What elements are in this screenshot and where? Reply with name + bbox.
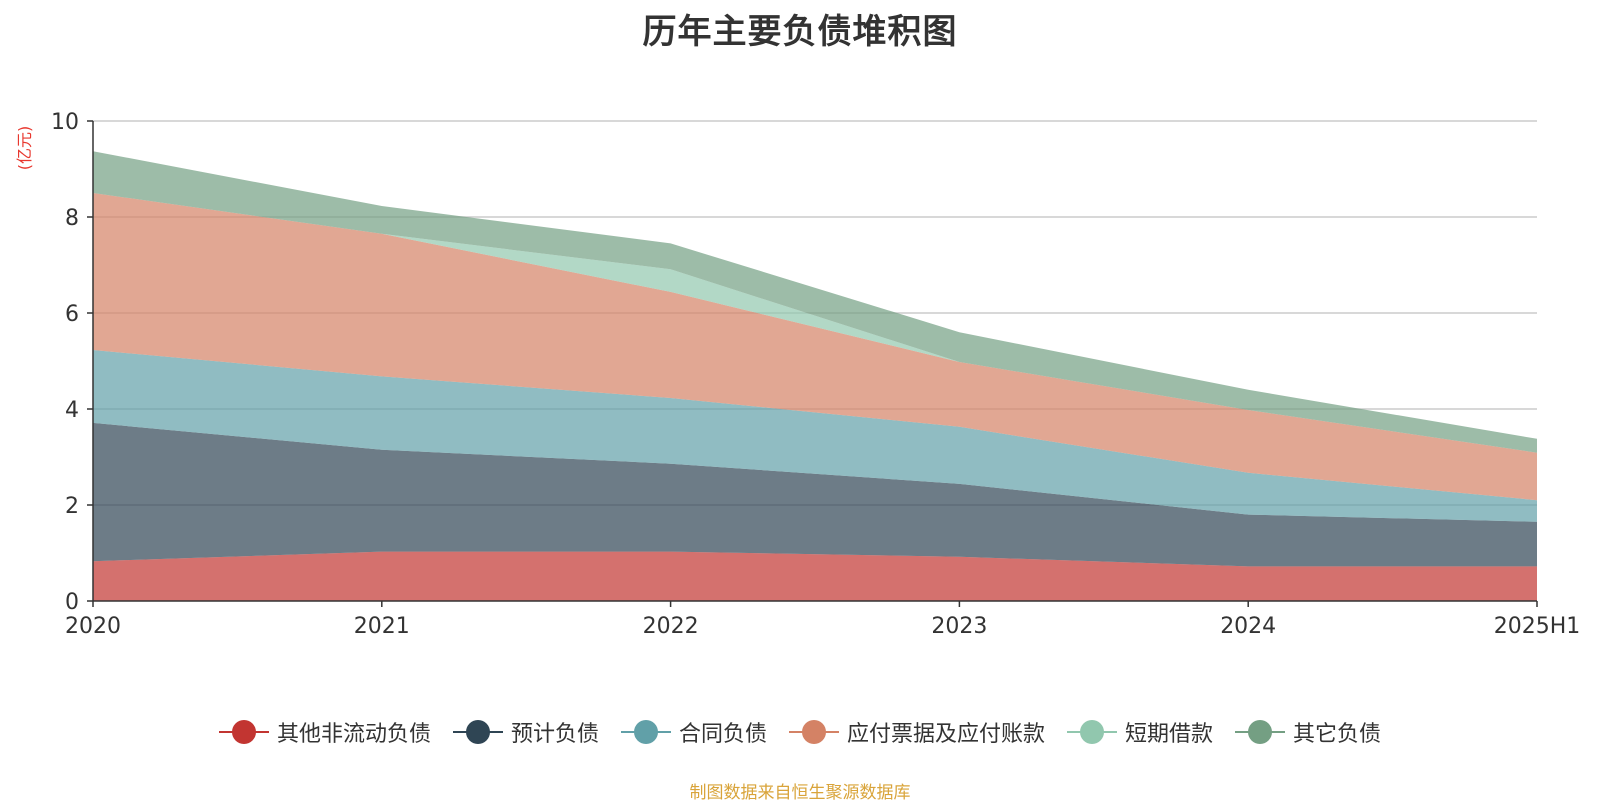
x-tick-label: 2020 <box>65 614 121 639</box>
area-series-1[interactable] <box>93 422 1537 567</box>
x-tick-label: 2025H1 <box>1494 614 1581 639</box>
legend-marker-icon <box>218 719 269 745</box>
y-tick-label: 8 <box>65 206 79 231</box>
legend-item[interactable]: 其他非流动负债 <box>218 716 431 748</box>
legend-marker-icon <box>452 719 503 745</box>
legend-label: 短期借款 <box>1125 722 1214 747</box>
legend: 其他非流动负债 预计负债 合同负债 应付票据及应付账款 短期借款 其它负债 <box>0 716 1600 748</box>
legend-item[interactable]: 短期借款 <box>1067 716 1213 748</box>
legend-label: 应付票据及应付账款 <box>847 722 1046 747</box>
y-tick-label: 10 <box>51 110 79 135</box>
y-tick-label: 6 <box>65 302 79 327</box>
legend-label: 其他非流动负债 <box>276 722 431 747</box>
legend-marker-icon <box>789 719 839 745</box>
label-layer: 0 2 4 6 8 10 2020 2021 2022 2023 2024 2025H1 <box>51 110 1580 639</box>
legend-marker-icon <box>1067 719 1118 745</box>
axis-layer <box>87 120 1538 607</box>
chart-plot: 0 2 4 6 8 10 2020 2021 2022 2023 2024 2025H1 (亿元) <box>15 110 1580 639</box>
legend-label: 其它负债 <box>1293 722 1382 747</box>
x-tick-label: 2021 <box>354 614 410 639</box>
legend-marker-icon <box>620 719 671 745</box>
legend-marker-icon <box>1235 719 1286 745</box>
y-axis-unit-label: (亿元) <box>15 126 34 171</box>
y-tick-label: 0 <box>65 590 79 615</box>
legend-item[interactable]: 其它负债 <box>1235 716 1381 748</box>
y-tick-label: 2 <box>65 494 79 519</box>
area-series-3[interactable] <box>93 193 1537 501</box>
legend-item[interactable]: 合同负债 <box>620 716 767 748</box>
legend-label: 合同负债 <box>678 722 767 747</box>
legend-label: 预计负债 <box>510 722 599 747</box>
y-tick-label: 4 <box>65 398 79 423</box>
area-layer <box>93 151 1537 601</box>
legend-item[interactable]: 应付票据及应付账款 <box>789 716 1045 748</box>
area-series-2[interactable] <box>93 350 1537 522</box>
area-series-0[interactable] <box>93 551 1537 601</box>
x-tick-label: 2022 <box>643 614 699 639</box>
area-series-4[interactable] <box>93 193 1537 453</box>
chart-title: 历年主要负债堆积图 <box>642 12 958 52</box>
x-tick-label: 2024 <box>1220 614 1276 639</box>
source-note: 制图数据来自恒生聚源数据库 <box>689 783 911 803</box>
legend-item[interactable]: 预计负债 <box>452 716 599 748</box>
x-tick-label: 2023 <box>931 614 987 639</box>
area-series-5[interactable] <box>93 151 1537 453</box>
